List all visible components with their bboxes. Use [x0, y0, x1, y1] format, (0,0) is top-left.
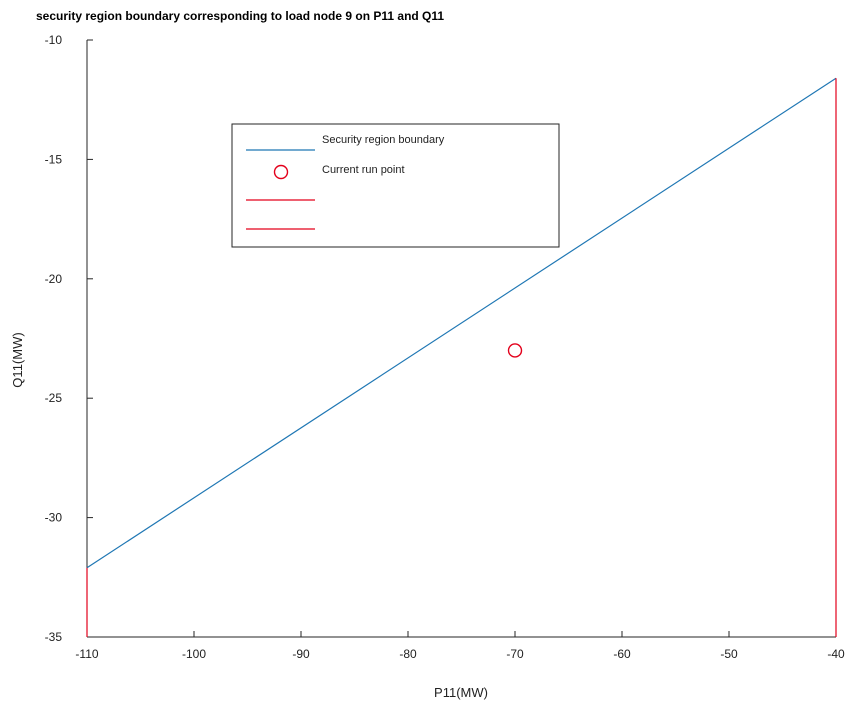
- y-tick-label: -20: [45, 272, 63, 286]
- chart-title: security region boundary corresponding t…: [36, 9, 444, 23]
- series-line-0: [86, 77, 837, 569]
- legend-label-1: Current run point: [322, 164, 405, 176]
- x-tick-label: -50: [720, 647, 738, 661]
- y-axis-label: Q11(MW): [10, 332, 25, 387]
- legend-swatch-1: [273, 164, 289, 180]
- x-tick-label: -70: [506, 647, 524, 661]
- x-tick-label: -90: [292, 647, 310, 661]
- y-tick-label: -10: [45, 33, 63, 47]
- x-tick-label: -100: [182, 647, 206, 661]
- y-tick-label: -35: [45, 630, 63, 644]
- axes: [86, 40, 836, 638]
- y-tick-label: -15: [45, 152, 63, 166]
- y-tick-label: -30: [45, 511, 63, 525]
- x-ticks: -110 -100 -90 -80 -70 -60 -50 -40: [75, 631, 845, 661]
- x-tick-label: -80: [399, 647, 417, 661]
- legend-box: [231, 123, 560, 248]
- data-point-marker: [507, 343, 523, 358]
- series-layer: [86, 77, 837, 637]
- y-tick-label: -25: [45, 391, 63, 405]
- legend: Security region boundary Current run poin…: [231, 123, 560, 248]
- x-tick-label: -110: [75, 647, 98, 661]
- legend-items: Security region boundary Current run poin…: [246, 134, 445, 230]
- x-axis-label: P11(MW): [434, 685, 488, 700]
- y-ticks: -10 -15 -20 -25 -30 -35: [45, 33, 93, 644]
- legend-label-0: Security region boundary: [322, 134, 445, 146]
- x-tick-label: -60: [613, 647, 631, 661]
- x-tick-label: -40: [827, 647, 845, 661]
